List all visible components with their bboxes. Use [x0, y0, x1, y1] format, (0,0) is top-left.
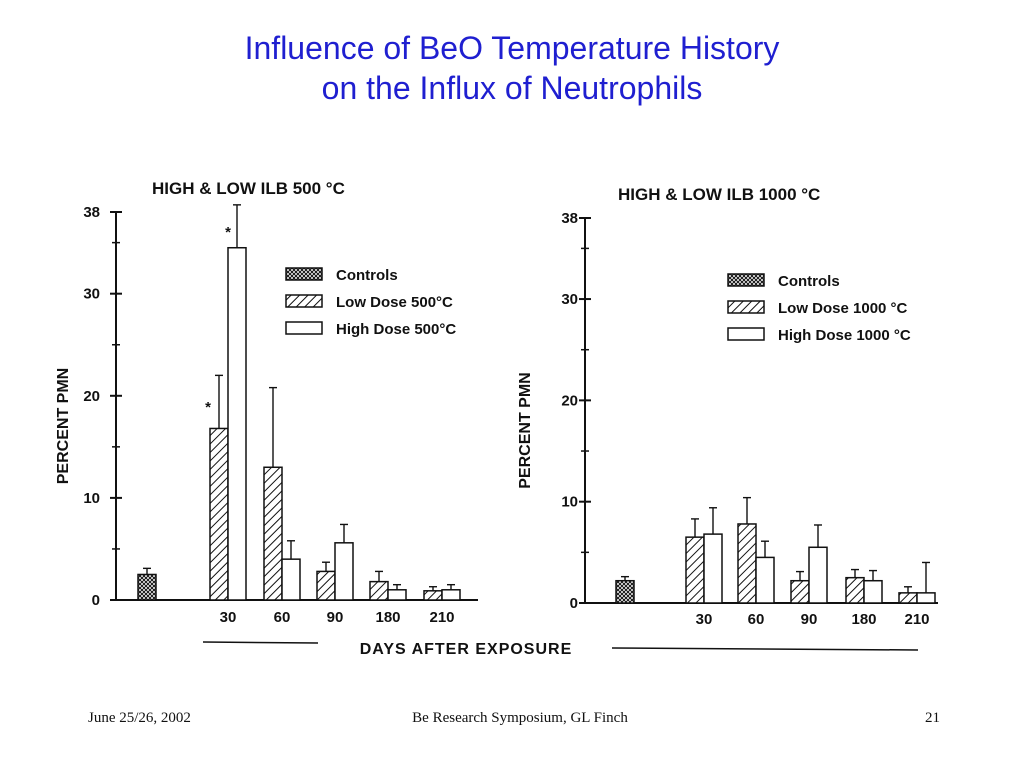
shared-x-axis-title-group: DAYS AFTER EXPOSURE — [202, 641, 919, 658]
x-tick-label: 210 — [429, 609, 454, 626]
legend-swatch — [727, 300, 765, 314]
legend-swatch — [285, 267, 323, 281]
bar-low-dose-day-210 — [898, 592, 918, 604]
x-tick-label: 210 — [904, 611, 929, 628]
bar-low-dose-day-180 — [845, 576, 865, 604]
significance-marker: * — [205, 399, 211, 416]
bar-high-dose-day-180 — [863, 579, 883, 604]
y-tick-label: 38 — [83, 204, 100, 221]
y-tick-label: 10 — [83, 490, 100, 507]
footer-date: June 25/26, 2002 — [88, 710, 191, 726]
y-tick-label: 20 — [561, 392, 578, 409]
bar-low-dose-day-30 — [209, 427, 229, 601]
bar-low-dose-day-30 — [685, 536, 705, 604]
x-tick-label: 30 — [220, 609, 237, 626]
bar-low-dose-day-90 — [316, 570, 336, 601]
chart-title: HIGH & LOW ILB 1000 °C — [618, 185, 820, 204]
slide-title-line-2: on the Influx of Neutrophils — [321, 70, 703, 106]
legend-label: High Dose 500°C — [336, 321, 456, 338]
bar-high-dose-day-210 — [916, 592, 936, 604]
bar-low-dose-day-60 — [263, 466, 283, 601]
legend-label: Controls — [778, 273, 840, 290]
x-title-rule-left — [202, 641, 319, 644]
y-tick-label: 20 — [83, 388, 100, 405]
legend-label: Controls — [336, 267, 398, 284]
legend-swatch — [285, 321, 323, 335]
x-tick-label: 180 — [375, 609, 400, 626]
chart-1000c: HIGH & LOW ILB 1000 °C 0 10 20 30 38 PERCENT P… — [517, 185, 938, 628]
x-tick-label: 180 — [851, 611, 876, 628]
bar-high-dose-day-60 — [281, 558, 301, 601]
x-tick-label: 90 — [801, 611, 818, 628]
bar-high-dose-day-180 — [387, 589, 407, 601]
y-tick-label: 30 — [83, 286, 100, 303]
legend-label: High Dose 1000 °C — [778, 327, 911, 344]
bar-high-dose-day-210 — [441, 589, 461, 601]
y-axis-title: PERCENT PMN — [55, 368, 72, 484]
bar-high-dose-day-30 — [703, 533, 723, 604]
slide-title-line-1: Influence of BeO Temperature History — [244, 30, 780, 66]
bar-high-dose-day-90 — [334, 542, 354, 601]
bar-low-dose-day-180 — [369, 580, 389, 601]
x-tick-label: 30 — [696, 611, 713, 628]
bar-controls — [137, 573, 157, 601]
bar-high-dose-day-90 — [808, 546, 828, 604]
legend-label: Low Dose 1000 °C — [778, 300, 908, 317]
x-tick-label: 60 — [748, 611, 765, 628]
bar-low-dose-day-60 — [737, 523, 757, 604]
x-tick-label: 60 — [274, 609, 291, 626]
legend-label: Low Dose 500°C — [336, 294, 453, 311]
legend-swatch — [285, 294, 323, 308]
y-tick-label: 30 — [561, 291, 578, 308]
bar-high-dose-day-60 — [755, 556, 775, 604]
chart-500c: HIGH & LOW ILB 500 °C 0 10 20 30 38 PERCENT PM… — [55, 179, 478, 626]
x-title-rule-right — [611, 647, 919, 651]
chart-title: HIGH & LOW ILB 500 °C — [152, 179, 345, 198]
significance-marker: * — [225, 224, 231, 241]
bar-high-dose-day-30 — [227, 246, 247, 601]
x-tick-label: 90 — [327, 609, 344, 626]
y-tick-label: 38 — [561, 210, 578, 227]
slide-title: Influence of BeO Temperature History on … — [0, 28, 1024, 108]
y-tick-label: 0 — [570, 595, 578, 612]
legend-swatch — [727, 327, 765, 341]
bar-low-dose-day-210 — [423, 590, 443, 601]
footer-page-number: 21 — [925, 710, 940, 726]
bar-controls — [615, 579, 635, 604]
y-tick-label: 0 — [92, 592, 100, 609]
y-tick-label: 10 — [561, 494, 578, 511]
bar-low-dose-day-90 — [790, 579, 810, 604]
footer-event: Be Research Symposium, GL Finch — [412, 710, 628, 726]
x-axis-title: DAYS AFTER EXPOSURE — [360, 641, 573, 658]
legend-swatch — [727, 273, 765, 287]
y-axis-title: PERCENT PMN — [517, 372, 534, 488]
